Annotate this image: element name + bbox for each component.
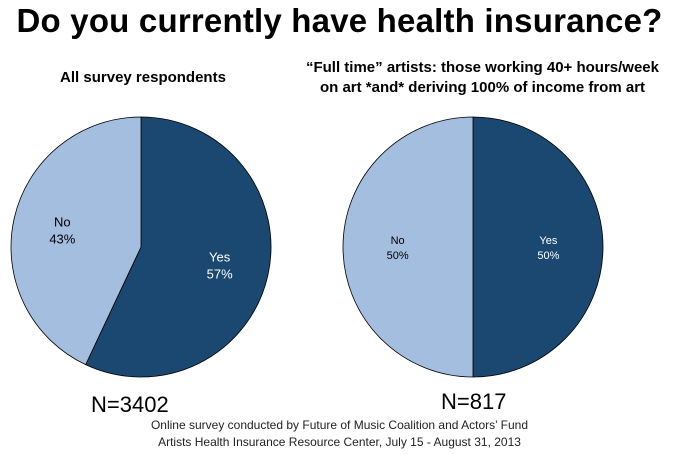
pie-1-label-yes-value: 50% [537,250,559,262]
page-title: Do you currently have health insurance? [16,2,663,39]
pie-1-slice-no [342,116,474,378]
footnote-line-1: Online survey conducted by Future of Mus… [150,418,529,432]
footnote-line-2: Artists Health Insurance Resource Center… [158,435,521,449]
pie-1-slice-yes [472,116,604,378]
pie-0-label-no-value: 43% [49,231,75,246]
pie-1-label-no-value: 50% [387,250,409,262]
pie-0-slice-no [10,116,142,366]
left-sample-size: N=3402 [91,392,169,417]
right-chart-title: “Full time” artists: those working 40+ h… [286,58,679,98]
pie-1-label-no-category: No [391,235,405,247]
right-chart-title-line-2: on art *and* deriving 100% of income fro… [319,79,646,96]
left-chart-title: All survey respondents [60,69,226,86]
right-sample-size: N=817 [441,389,507,414]
pie-0-label-no-category: No [54,214,71,229]
right-chart-title-line-1: “Full time” artists: those working 40+ h… [305,59,659,76]
pie-0-slice-yes [85,116,272,378]
pie-0-label-yes-value: 57% [207,267,233,282]
pie-1-label-yes-category: Yes [539,235,557,247]
pie-0-label-yes-category: Yes [209,250,231,265]
